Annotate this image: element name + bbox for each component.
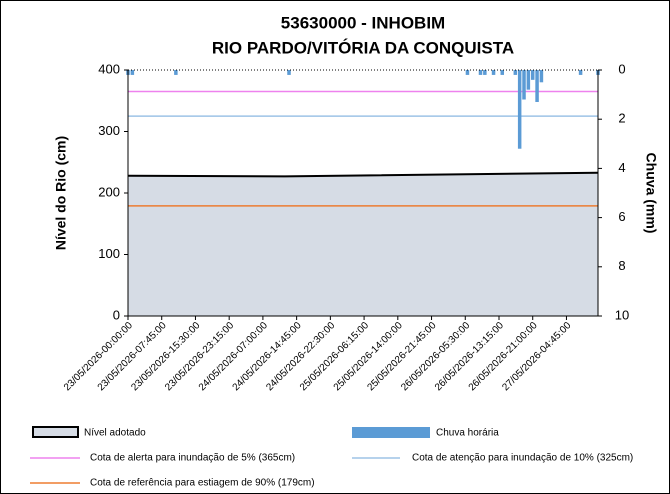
rain-bar: [539, 70, 544, 83]
y2-tick-label: 6: [618, 209, 625, 224]
legend-label: Nível adotado: [84, 428, 146, 439]
chart-title: RIO PARDO/VITÓRIA DA CONQUISTA: [212, 38, 514, 57]
level-area: [128, 172, 598, 316]
rain-bar: [287, 70, 291, 75]
rain-bar: [522, 70, 526, 100]
rain-bar: [465, 70, 470, 75]
legend-label: Cota de alerta para inundação de 5% (365…: [90, 453, 295, 464]
rain-bar: [517, 70, 522, 149]
legend-swatch: [352, 427, 430, 438]
y-tick-label: 100: [98, 246, 120, 261]
y-tick-label: 300: [98, 123, 120, 138]
y-axis-label: Nível do Rio (cm): [53, 136, 69, 250]
y2-axis-label: Chuva (mm): [643, 153, 659, 234]
y2-tick-label: 8: [618, 258, 625, 273]
legend-label: Cota de atenção para inundação de 10% (3…: [412, 453, 633, 464]
y-tick-label: 0: [113, 307, 120, 322]
rain-bar: [500, 70, 505, 75]
rain-bar: [578, 70, 583, 75]
y2-tick-label: 0: [618, 61, 625, 76]
y2-tick-label: 2: [618, 111, 625, 126]
level-line: [127, 171, 599, 178]
rain-bar: [513, 70, 518, 75]
rain-bar: [491, 70, 496, 75]
rain-bar: [478, 70, 483, 75]
rain-bar: [483, 70, 487, 75]
chart-title: 53630000 - INHOBIM: [281, 13, 445, 32]
rain-bar: [174, 70, 178, 75]
rain-bar: [535, 70, 539, 102]
y-tick-label: 400: [98, 61, 120, 76]
y2-tick-label: 4: [618, 160, 625, 175]
legend-label: Cota de referência para estiagem de 90% …: [90, 478, 315, 489]
legend-label: Chuva horária: [436, 428, 499, 439]
y-tick-label: 200: [98, 184, 120, 199]
rain-bar: [530, 70, 535, 80]
y2-tick-label: 10: [615, 307, 629, 322]
legend-swatch: [32, 426, 79, 438]
rain-bar: [130, 70, 135, 75]
rain-bar: [526, 70, 531, 90]
